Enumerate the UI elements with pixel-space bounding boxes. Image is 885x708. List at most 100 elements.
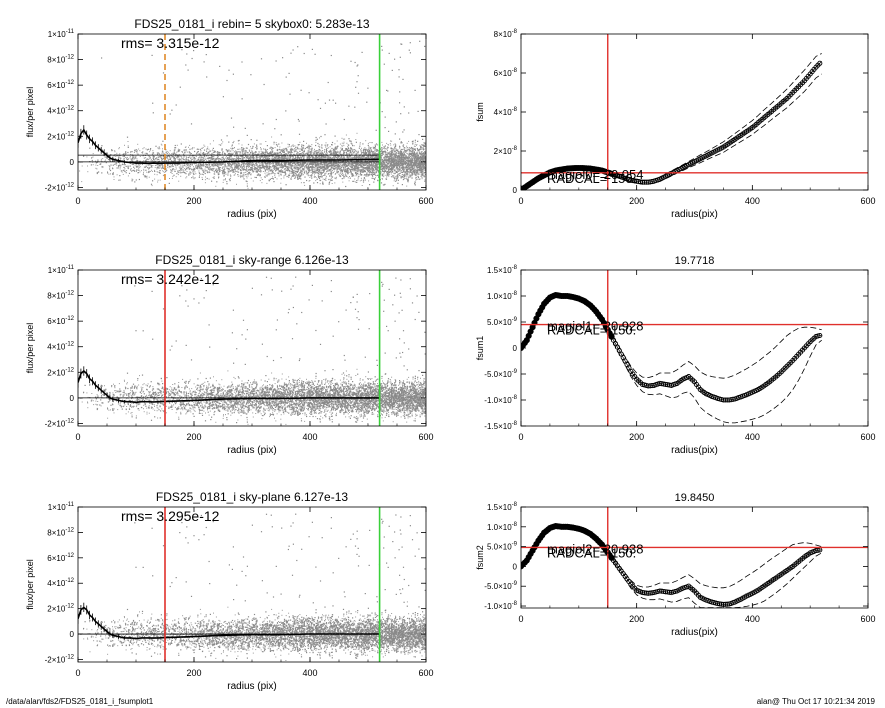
y-tick-label: 4×10-12 — [47, 342, 74, 352]
x-tick-label: 200 — [629, 614, 644, 624]
y-axis-label: flux/per pixel — [25, 559, 35, 610]
x-axis-label: radius (pix) — [227, 681, 276, 692]
x-tick-label: 0 — [518, 432, 523, 442]
data-point — [815, 547, 821, 553]
x-tick-label: 0 — [75, 196, 80, 206]
plot-area — [521, 522, 823, 608]
y-axis-label: fsum2 — [475, 545, 485, 570]
y-tick-label: 1.0×10-8 — [487, 291, 518, 301]
y-tick-label: -1.0×10-8 — [484, 395, 517, 405]
y-tick-label: 1.5×10-8 — [487, 265, 518, 275]
y-tick-label: 1×10-11 — [48, 265, 75, 275]
x-tick-label: 200 — [629, 432, 644, 442]
y-tick-label: 4×10-12 — [47, 578, 74, 588]
magnitude-label: magiol2= 20.938 — [547, 541, 644, 556]
y-tick-label: 1×10-11 — [48, 29, 75, 39]
y-tick-label: 8×10-12 — [47, 55, 74, 65]
y-axis-label: flux/per pixel — [25, 87, 35, 138]
y-tick-label: -1.5×10-8 — [484, 421, 517, 431]
chart-title: 19.8450 — [675, 492, 715, 504]
y-tick-label: -5.0×10-9 — [484, 581, 517, 591]
y-tick-label: 8×10-8 — [494, 29, 518, 39]
x-tick-label: 600 — [860, 614, 875, 624]
magnitude-label: magiol0= 20.054 — [547, 167, 644, 182]
pixel-scatter — [80, 513, 426, 661]
y-tick-label: 2×10-12 — [47, 604, 74, 614]
rms-annotation: rms= 3.315e-12 — [121, 35, 220, 51]
x-tick-label: 400 — [745, 432, 760, 442]
y-tick-label: 2×10-8 — [494, 146, 518, 156]
y-tick-label: 8×10-12 — [47, 527, 74, 537]
plot-area — [521, 291, 823, 424]
plot-area — [78, 507, 426, 662]
x-tick-label: 400 — [745, 614, 760, 624]
chart-title: FDS25_0181_i sky-range 6.126e-13 — [155, 253, 349, 267]
y-tick-label: 4×10-12 — [47, 106, 74, 116]
y-axis-label: fsum1 — [475, 336, 485, 361]
pixel-scatter — [79, 40, 426, 189]
x-tick-label: 400 — [745, 196, 760, 206]
y-tick-label: -2×10-12 — [45, 418, 75, 428]
plot-area — [78, 34, 426, 190]
radcal-label: RADCAL= 150. — [547, 323, 636, 338]
x-axis-label: radius (pix) — [227, 209, 276, 220]
data-point — [817, 60, 823, 66]
y-tick-label: 4×10-8 — [494, 107, 518, 117]
x-tick-label: 0 — [518, 196, 523, 206]
chart-title: FDS25_0181_i sky-plane 6.127e-13 — [156, 490, 348, 504]
plot-frame — [520, 269, 869, 427]
data-point — [817, 332, 823, 339]
y-tick-label: 1×10-11 — [48, 502, 75, 512]
mean-profile — [78, 369, 380, 404]
y-tick-label: 8×10-12 — [47, 291, 74, 301]
radcal-label: RADCAL= 150. — [547, 545, 636, 560]
y-tick-label: -2×10-12 — [45, 654, 75, 664]
x-axis-label: radius (pix) — [227, 445, 276, 456]
y-tick-label: 0 — [513, 186, 518, 195]
x-tick-label: 600 — [418, 432, 433, 442]
chart-title: 19.7718 — [675, 255, 715, 267]
x-axis-label: radius(pix) — [671, 445, 718, 456]
y-tick-label: 6×10-12 — [47, 80, 74, 90]
chart-title: FDS25_0181_i rebin= 5 skybox0: 5.283e-13 — [134, 17, 369, 31]
rms-annotation: rms= 3.242e-12 — [121, 271, 220, 287]
plot-area — [78, 270, 426, 426]
mean-profile — [78, 128, 380, 165]
footer-file-path: /data/alan/fds2/FDS25_0181_i_fsumplot1 — [6, 697, 153, 706]
x-tick-label: 200 — [186, 432, 201, 442]
x-tick-label: 600 — [860, 196, 875, 206]
x-tick-label: 400 — [302, 196, 317, 206]
y-tick-label: -1.0×10-8 — [484, 601, 517, 611]
y-axis-label: flux/per pixel — [25, 323, 35, 374]
y-tick-label: 5.0×10-9 — [487, 542, 518, 552]
y-tick-label: 1.5×10-8 — [487, 502, 518, 512]
panel-2: rms= 3.242e-12 0 200 400 600 1×10-11 8×10-12 6×… — [25, 253, 434, 456]
lower-bound-line — [521, 526, 822, 608]
y-tick-label: 5.0×10-9 — [487, 317, 518, 327]
y-tick-label: -5.0×10-9 — [484, 369, 517, 379]
x-tick-label: 400 — [302, 432, 317, 442]
x-tick-label: 200 — [186, 196, 201, 206]
y-tick-label: -2×10-12 — [45, 182, 75, 192]
y-tick-label: 0 — [70, 630, 75, 639]
y-tick-label: 6×10-12 — [47, 553, 74, 563]
magnitude-label: magiol1= 20.928 — [547, 319, 644, 334]
x-tick-label: 400 — [302, 668, 317, 678]
x-tick-label: 200 — [186, 668, 201, 678]
panel-3: rms= 3.295e-12 0 200 400 600 1×10-11 8×10-12 6×… — [25, 490, 434, 692]
y-tick-label: 0 — [513, 344, 518, 353]
y-tick-label: 1.0×10-8 — [487, 522, 518, 532]
y-tick-label: 0 — [513, 562, 518, 571]
x-tick-label: 600 — [860, 432, 875, 442]
y-tick-label: 6×10-8 — [494, 68, 518, 78]
x-axis-label: radius(pix) — [671, 627, 718, 638]
x-axis-label: radius(pix) — [671, 209, 718, 220]
x-tick-label: 600 — [418, 668, 433, 678]
radcal-label: RADCAL= 150. — [547, 171, 636, 186]
lower-bound-line — [521, 295, 822, 424]
y-tick-label: 0 — [70, 394, 75, 403]
